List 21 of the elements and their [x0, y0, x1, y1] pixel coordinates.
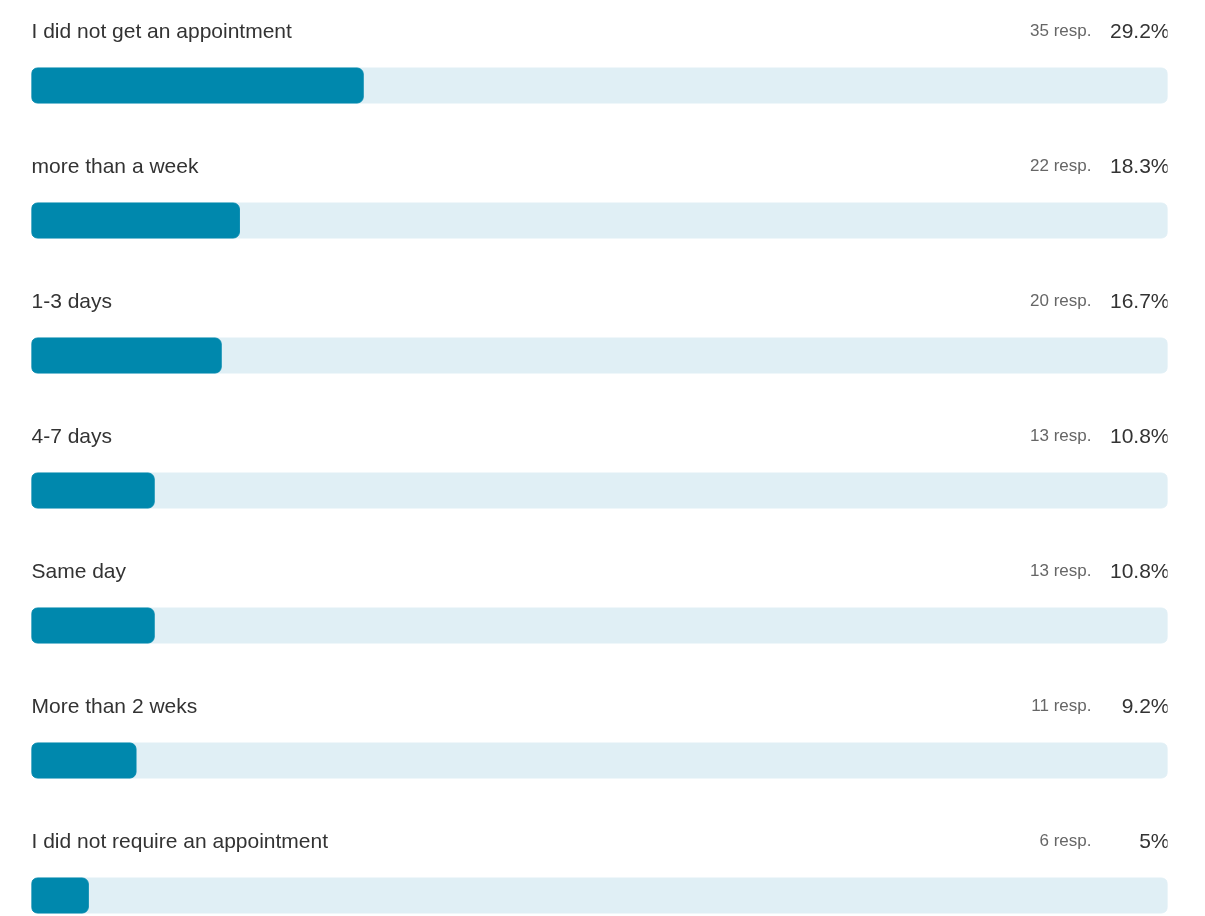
bar	[31, 742, 137, 779]
y-tick-label: Same day	[31, 559, 127, 582]
bar	[31, 877, 89, 914]
annotation: 35 resp.	[1030, 21, 1092, 40]
annotation: 20 resp.	[1030, 291, 1092, 310]
bar	[31, 202, 240, 239]
y-tick-label: I did not require an appointment	[31, 829, 329, 852]
annotation: 13 resp.	[1030, 561, 1092, 580]
y-tick-label: 4-7 days	[31, 424, 113, 447]
bar	[31, 472, 155, 509]
y-tick-label: more than a week	[31, 154, 199, 177]
y-tick-label: 1-3 days	[31, 289, 113, 312]
annotation: 13 resp.	[1030, 426, 1092, 445]
annotation: 22 resp.	[1030, 156, 1092, 175]
y-tick-label: I did not get an appointment	[31, 19, 293, 42]
bar	[31, 337, 222, 374]
bar	[31, 607, 155, 644]
bar	[31, 67, 364, 104]
annotation: 11 resp.	[1031, 696, 1092, 715]
annotation: 6 resp.	[1039, 831, 1092, 850]
y-tick-label: More than 2 weks	[31, 694, 198, 717]
